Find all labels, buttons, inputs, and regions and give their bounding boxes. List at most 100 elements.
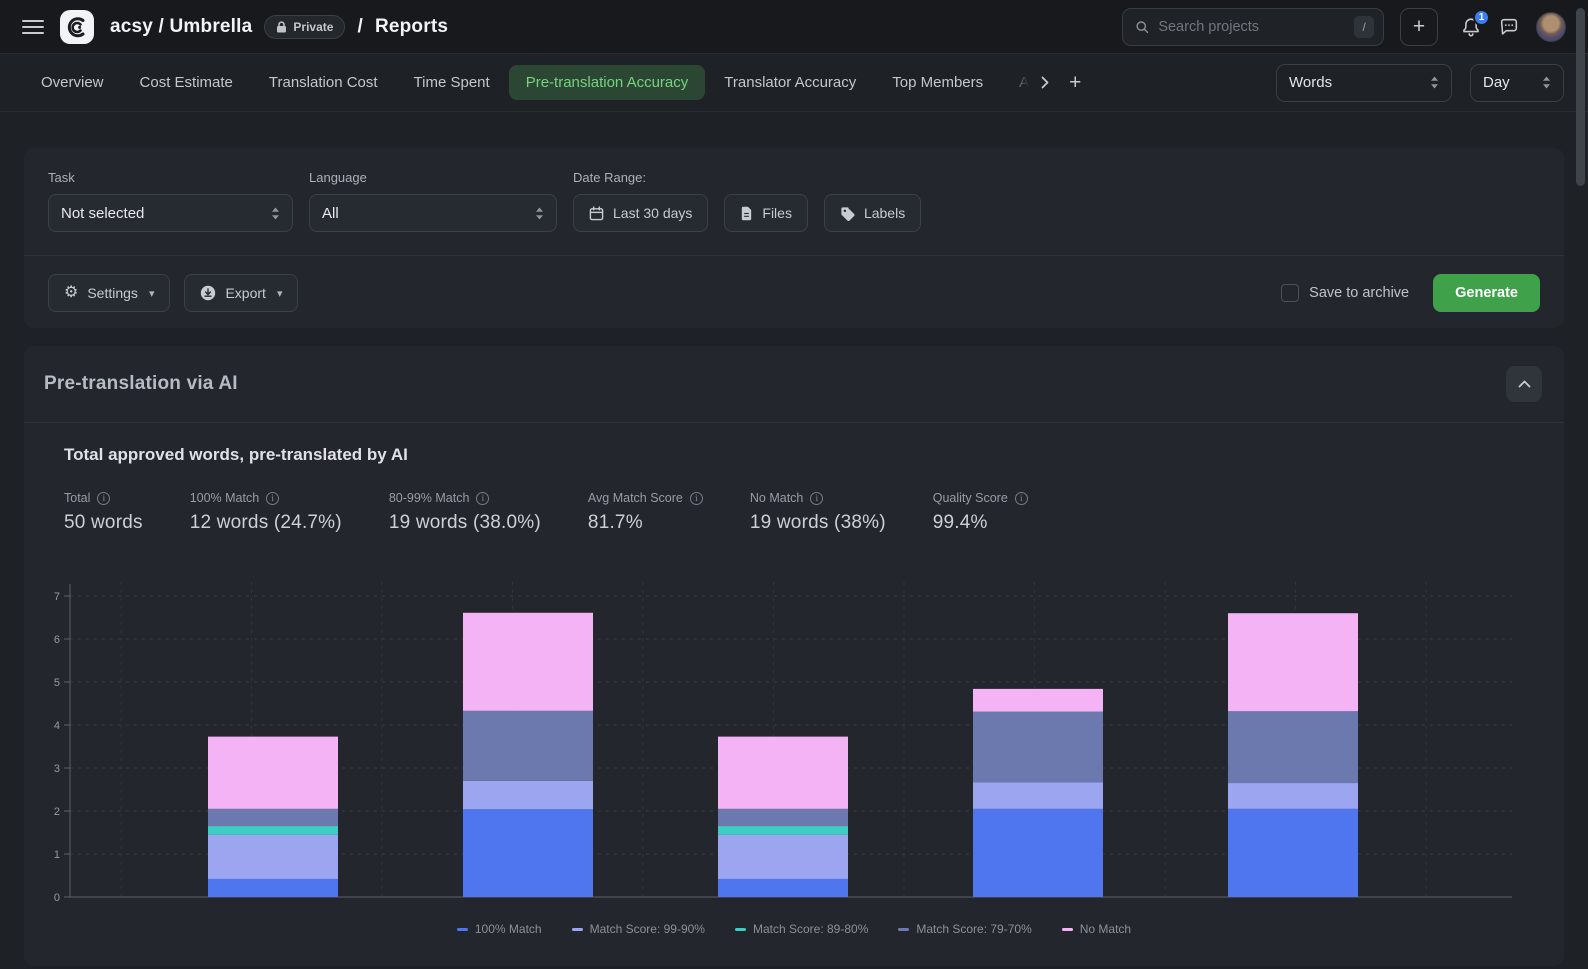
caret-down-icon: ▾	[148, 287, 155, 300]
svg-text:5: 5	[54, 677, 60, 689]
breadcrumb-section[interactable]: Reports	[374, 15, 449, 37]
save-to-archive-option: Save to archive	[1281, 284, 1409, 302]
info-icon[interactable]: i	[810, 491, 824, 505]
tag-icon	[841, 206, 855, 221]
task-select[interactable]: Not selected	[48, 194, 293, 232]
stat-80-99-match: 80-99% Match i 19 words (38.0%)	[389, 491, 541, 534]
search-input[interactable]	[1158, 18, 1346, 35]
bar-segment[interactable]	[718, 878, 848, 897]
generate-button[interactable]: Generate	[1433, 274, 1540, 312]
bar-segment[interactable]	[208, 826, 338, 835]
top-bar: acsy / Umbrella Private / Reports / + 1	[0, 0, 1588, 54]
stat-label: Avg Match Score	[587, 491, 683, 505]
task-filter-label: Task	[48, 170, 75, 185]
chart-title: Total approved words, pre-translated by …	[64, 445, 408, 464]
stat-value: 50 words	[64, 512, 143, 533]
language-select[interactable]: All	[309, 194, 557, 232]
stat-no-match: No Match i 19 words (38%)	[750, 491, 886, 534]
bar-segment[interactable]	[973, 688, 1103, 712]
settings-dropdown-button[interactable]: ⚙ Settings ▾	[48, 274, 171, 312]
files-filter-button[interactable]: Files	[724, 194, 808, 232]
stat-label: No Match	[749, 491, 804, 505]
bar-segment[interactable]	[463, 612, 593, 711]
search-icon	[1136, 20, 1149, 33]
info-icon[interactable]: i	[476, 491, 490, 505]
filters-actions-row: ⚙ Settings ▾ Export ▾ Save to archive Ge…	[24, 256, 1564, 328]
bar-segment[interactable]	[463, 780, 593, 810]
notifications-button[interactable]: 1	[1460, 8, 1490, 38]
hamburger-menu-icon[interactable]	[22, 19, 44, 34]
legend-item[interactable]: 100% Match	[456, 922, 542, 936]
create-project-button[interactable]: +	[1400, 7, 1438, 46]
search-shortcut-key: /	[1354, 15, 1374, 38]
bar-segment[interactable]	[973, 808, 1103, 897]
unit-select[interactable]: Words	[1276, 63, 1452, 102]
collapse-panel-button[interactable]	[1506, 366, 1542, 402]
legend-item[interactable]: Match Score: 89-80%	[734, 922, 868, 936]
tab-top-members[interactable]: Top Members	[892, 74, 984, 91]
bar-segment[interactable]	[1228, 613, 1358, 712]
task-select-value: Not selected	[61, 204, 145, 222]
bar-segment[interactable]	[463, 809, 593, 897]
report-tabs: Overview Cost Estimate Translation Cost …	[0, 54, 1588, 112]
info-icon[interactable]: i	[97, 491, 111, 505]
app-logo[interactable]	[60, 9, 94, 44]
labels-filter-button[interactable]: Labels	[823, 194, 922, 232]
info-icon[interactable]: i	[266, 491, 280, 505]
window-scrollbar[interactable]	[1576, 8, 1585, 186]
date-range-button[interactable]: Last 30 days	[573, 194, 709, 232]
stat-value: 12 words (24.7%)	[189, 512, 342, 533]
tab-truncated[interactable]: A	[1019, 74, 1030, 91]
bar-segment[interactable]	[208, 878, 338, 897]
legend-swatch-icon	[898, 927, 910, 931]
svg-text:2: 2	[54, 806, 60, 818]
messages-button[interactable]	[1498, 16, 1520, 38]
legend-item[interactable]: Match Score: 79-70%	[898, 922, 1032, 936]
add-report-tab-button[interactable]: +	[1059, 67, 1091, 99]
legend-item[interactable]: No Match	[1061, 922, 1131, 936]
calendar-icon	[589, 205, 604, 220]
legend-item[interactable]: Match Score: 99-90%	[571, 922, 705, 936]
bar-segment[interactable]	[718, 826, 848, 835]
tab-translator-accuracy[interactable]: Translator Accuracy	[724, 74, 857, 91]
tab-cost-estimate[interactable]: Cost Estimate	[139, 74, 233, 91]
bar-segment[interactable]	[973, 782, 1103, 809]
language-select-value: All	[322, 204, 339, 222]
bar-segment[interactable]	[1228, 711, 1358, 784]
tab-translation-cost[interactable]: Translation Cost	[268, 74, 378, 91]
tab-pre-translation-accuracy[interactable]: Pre-translation Accuracy	[508, 65, 706, 100]
bar-segment[interactable]	[718, 834, 848, 879]
export-button-label: Export	[225, 285, 266, 301]
bar-segment[interactable]	[718, 736, 848, 809]
language-filter-label: Language	[309, 170, 367, 185]
privacy-badge: Private	[264, 14, 346, 39]
tabs-overflow-button[interactable]	[1033, 70, 1057, 95]
save-to-archive-checkbox[interactable]	[1281, 284, 1300, 302]
logo-glyph-icon	[67, 16, 85, 37]
info-icon[interactable]: i	[1014, 491, 1028, 505]
select-arrows-icon	[272, 207, 279, 219]
bar-segment[interactable]	[208, 808, 338, 827]
search-box[interactable]: /	[1122, 7, 1384, 46]
tab-time-spent[interactable]: Time Spent	[413, 74, 490, 91]
gear-icon: ⚙	[64, 284, 79, 301]
legend-swatch-icon	[456, 927, 468, 931]
legend-label: Match Score: 99-90%	[589, 922, 705, 936]
bar-segment[interactable]	[208, 834, 338, 879]
user-avatar[interactable]	[1536, 11, 1566, 42]
bar-segment[interactable]	[1228, 783, 1358, 809]
info-icon[interactable]: i	[689, 491, 703, 505]
tab-overview[interactable]: Overview	[41, 74, 104, 91]
select-arrows-icon	[536, 207, 543, 219]
panel-header-divider	[24, 422, 1564, 423]
export-dropdown-button[interactable]: Export ▾	[184, 274, 299, 312]
files-button-label: Files	[762, 205, 792, 221]
period-select[interactable]: Day	[1470, 63, 1564, 102]
bar-segment[interactable]	[463, 710, 593, 781]
bar-segment[interactable]	[973, 711, 1103, 783]
bar-segment[interactable]	[718, 808, 848, 827]
breadcrumb: acsy / Umbrella Private / Reports	[110, 14, 449, 39]
bar-segment[interactable]	[208, 736, 338, 809]
breadcrumb-project-path[interactable]: acsy / Umbrella	[110, 15, 253, 37]
bar-segment[interactable]	[1228, 808, 1358, 897]
